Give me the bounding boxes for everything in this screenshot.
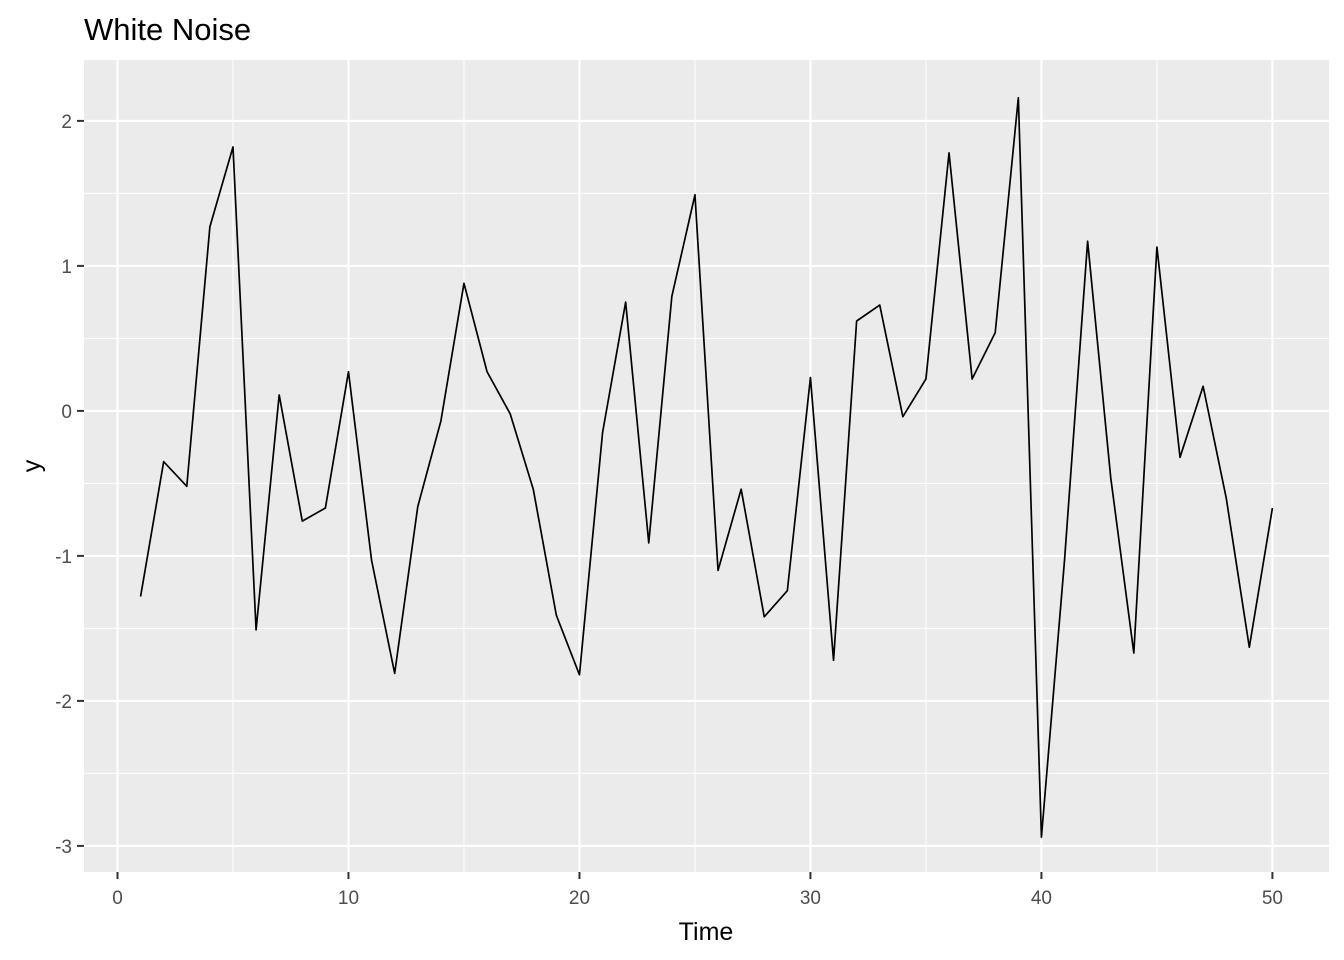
- x-tick-label: 20: [569, 888, 590, 909]
- series-line: [139, 96, 1274, 839]
- x-tick-label: 30: [800, 888, 821, 909]
- y-tick-label: -2: [55, 692, 72, 713]
- x-tick-label: 40: [1031, 888, 1052, 909]
- major-gridlines: [84, 60, 1329, 872]
- x-tick-label: 10: [338, 888, 359, 909]
- y-axis: -3 -2 -1 0 1 2: [55, 112, 84, 858]
- x-axis: 0 10 20 30 40 50: [112, 872, 1283, 909]
- x-tick-label: 0: [112, 888, 123, 909]
- y-tick-label: 2: [61, 112, 72, 133]
- y-tick-label: 0: [61, 402, 72, 423]
- y-tick-label: 1: [61, 257, 72, 278]
- x-tick-label: 50: [1262, 888, 1283, 909]
- plot-panel: [84, 60, 1329, 872]
- x-axis-title: Time: [679, 918, 734, 946]
- y-axis-title: y: [18, 459, 46, 472]
- y-tick-label: -1: [55, 547, 72, 568]
- y-tick-label: -3: [55, 837, 72, 858]
- chart-title: White Noise: [84, 12, 251, 47]
